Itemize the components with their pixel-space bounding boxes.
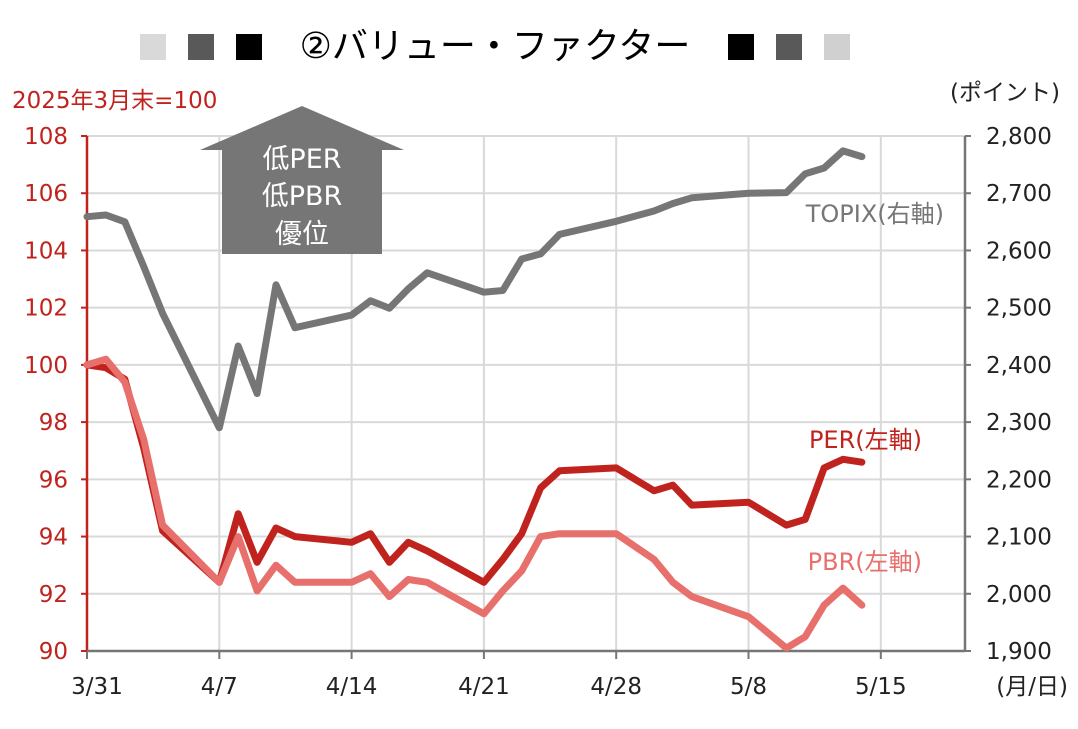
x-tick-label: 4/14: [326, 674, 378, 700]
annotation-line-1: 低PER: [262, 144, 341, 175]
axes: [81, 135, 971, 659]
right-axis-unit: (ポイント): [950, 80, 1060, 106]
left-axis-note: 2025年3月末=100: [12, 88, 217, 114]
right-axis-ticks: 1,900 2,000 2,100 2,200 2,300 2,400 2,500 2,600…: [986, 124, 1052, 665]
x-tick-label: 4/28: [590, 674, 642, 700]
series-label-pbr: PBR(左軸): [808, 548, 922, 576]
right-tick-label: 2,600: [986, 238, 1052, 264]
x-axis-unit: (月/日): [996, 674, 1068, 700]
left-tick-label: 100: [24, 353, 68, 379]
series-topix: [83, 147, 866, 432]
annotation-arrow: 低PER 低PBR 優位: [200, 106, 404, 254]
left-tick-label: 94: [39, 525, 68, 551]
right-tick-label: 1,900: [986, 639, 1052, 665]
right-tick-label: 2,100: [986, 525, 1052, 551]
left-tick-label: 90: [39, 639, 68, 665]
title-square: [236, 34, 262, 60]
right-tick-label: 2,500: [986, 296, 1052, 322]
x-axis-ticks: 3/31 4/7 4/14 4/21 4/28 5/8 5/15: [71, 674, 906, 700]
left-tick-label: 96: [39, 467, 68, 493]
chart-title: ②バリュー・ファクター: [300, 26, 691, 67]
title-square: [776, 34, 802, 60]
right-tick-label: 2,200: [986, 467, 1052, 493]
x-tick-label: 5/15: [855, 674, 907, 700]
title-square: [728, 34, 754, 60]
title-decoration-right: [728, 34, 850, 60]
right-tick-label: 2,000: [986, 582, 1052, 608]
right-tick-label: 2,700: [986, 181, 1052, 207]
right-tick-label: 2,400: [986, 353, 1052, 379]
right-tick-label: 2,300: [986, 410, 1052, 436]
x-tick-label: 4/7: [201, 674, 238, 700]
x-tick-label: 5/8: [730, 674, 767, 700]
annotation-line-3: 優位: [275, 219, 329, 250]
annotation-line-2: 低PBR: [262, 181, 343, 212]
series-label-topix: TOPIX(右軸): [805, 200, 944, 228]
arrow-shape: [200, 106, 404, 254]
series-pbr: [83, 355, 866, 652]
title-square: [188, 34, 214, 60]
x-tick-label: 4/21: [458, 674, 510, 700]
left-tick-label: 92: [39, 582, 68, 608]
title-decoration-left: [140, 34, 262, 60]
left-tick-label: 106: [24, 181, 68, 207]
left-tick-label: 98: [39, 410, 68, 436]
title-square: [824, 34, 850, 60]
right-tick-label: 2,800: [986, 124, 1052, 150]
left-tick-label: 104: [24, 238, 68, 264]
left-axis-ticks: 90 92 94 96 98 100 102 104 106 108: [24, 124, 68, 665]
series-lines: [83, 147, 866, 652]
x-tick-label: 3/31: [71, 674, 123, 700]
title-square: [140, 34, 166, 60]
series-label-per: PER(左軸): [809, 426, 922, 454]
left-tick-label: 108: [24, 124, 68, 150]
left-tick-label: 102: [24, 296, 68, 322]
